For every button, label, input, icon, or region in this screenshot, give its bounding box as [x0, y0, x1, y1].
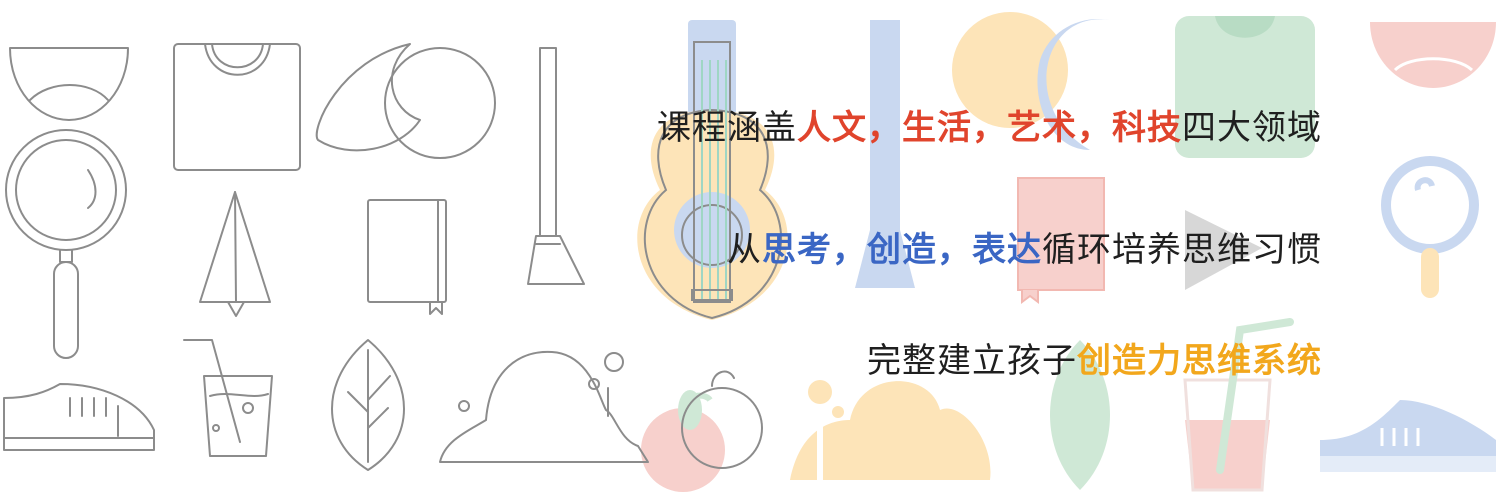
- pastel-bowl-icon: [1370, 22, 1496, 88]
- toothbrush-icon: [527, 47, 585, 285]
- sun-circle-icon: [384, 47, 496, 159]
- drink-cup-icon: [183, 339, 273, 457]
- pastel-apple-icon: [641, 390, 725, 492]
- sneaker-icon: [3, 383, 155, 451]
- pastel-cup-icon: [1183, 318, 1294, 492]
- tshirt-icon: [173, 43, 301, 171]
- paper-plane-icon: [199, 191, 271, 317]
- line3-seg-1: 完整建立孩子: [867, 341, 1077, 381]
- line3-seg-2: 创造力思维系统: [1077, 341, 1322, 381]
- half-bowl-icon: [9, 47, 129, 121]
- pastel-leaf-icon: [1050, 340, 1110, 490]
- moon-icon: [315, 43, 421, 152]
- pastel-magnifier-icon: [1381, 156, 1479, 298]
- pastel-sun-moon-icon: [952, 12, 1110, 151]
- banner-line-3: 完整建立孩子创造力思维系统: [867, 333, 1322, 382]
- apple-icon: [681, 370, 763, 469]
- pastel-notebook-icon: [1017, 177, 1105, 304]
- notebook-icon: [367, 199, 447, 315]
- leaf-icon: [331, 339, 405, 471]
- line1-seg-3: 四大领域: [1182, 108, 1322, 148]
- banner-line-1: 课程涵盖人文，生活，艺术，科技四大领域: [657, 100, 1322, 149]
- pastel-plane-icon: [1185, 210, 1262, 290]
- line2-seg-3: 循环培养思维习惯: [1042, 230, 1322, 270]
- blob-hill-icon: [439, 350, 649, 463]
- pastel-guitar-icon: [637, 20, 788, 320]
- pastel-sneaker-icon: [1320, 400, 1496, 472]
- line1-seg-2: 人文，生活，艺术，科技: [797, 108, 1182, 148]
- pastel-tshirt-icon: [1175, 16, 1315, 158]
- pastel-blob-icon: [790, 380, 991, 480]
- line1-seg-1: 课程涵盖: [657, 108, 797, 148]
- banner-line-2: 从思考，创造，表达循环培养思维习惯: [727, 222, 1322, 271]
- line2-seg-1: 从: [727, 230, 762, 270]
- pastel-toothbrush-icon: [855, 20, 915, 288]
- line2-seg-2: 思考，创造，表达: [762, 230, 1042, 270]
- magnifier-icon: [5, 129, 127, 359]
